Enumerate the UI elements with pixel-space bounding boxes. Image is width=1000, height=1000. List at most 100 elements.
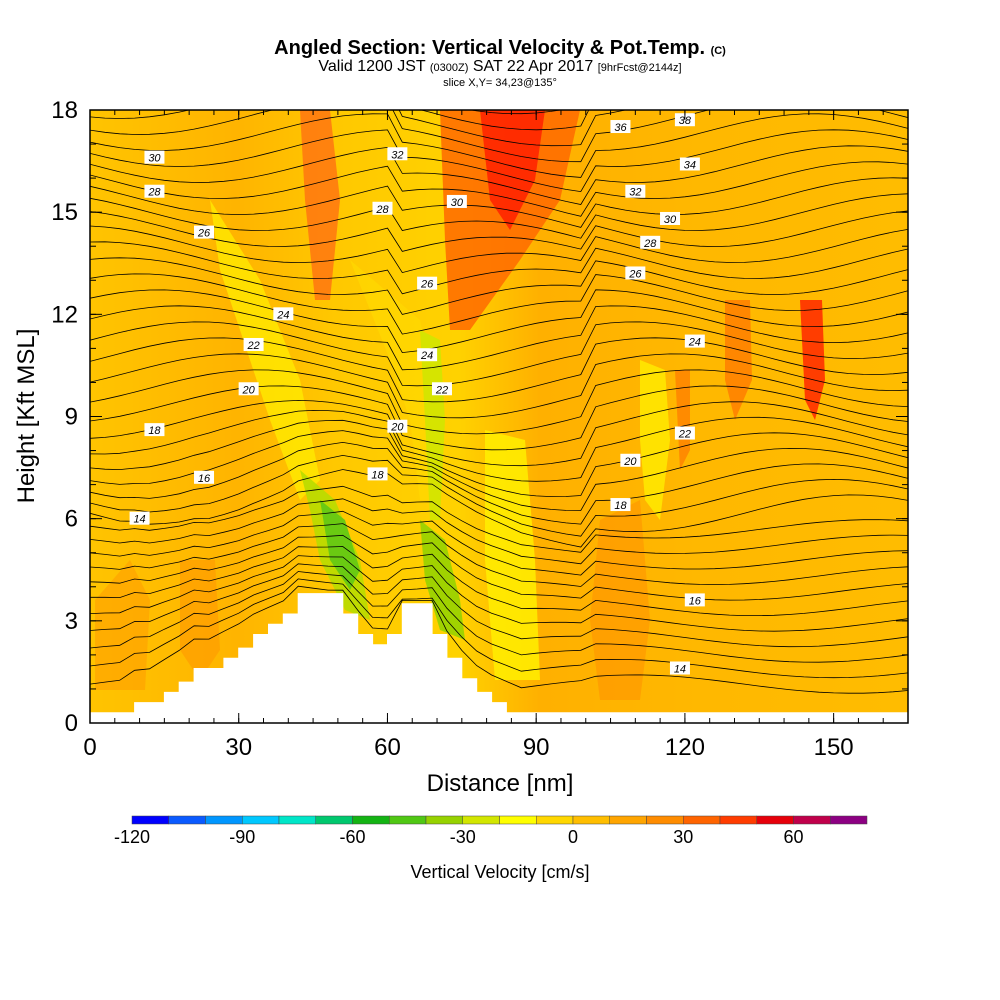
contour-label-text: 16 [198, 473, 211, 485]
colorbar-swatch [609, 815, 647, 825]
y-tick-label: 15 [51, 199, 78, 226]
colorbar-swatch [830, 815, 868, 825]
downdraft-zone [350, 260, 440, 500]
theta-contour-line [90, 419, 908, 498]
slice-info: slice X,Y= 34,23@135° [443, 77, 557, 89]
contour-label: 18 [610, 498, 631, 512]
colorbar-swatch [278, 815, 316, 825]
theta-contour-line [90, 369, 908, 435]
contour-label-box [610, 498, 631, 512]
x-tick-label: 150 [814, 734, 854, 761]
x-tick-label: 60 [374, 734, 401, 761]
contour-label: 22 [431, 382, 452, 396]
contour-label-box [640, 235, 661, 249]
colorbar-tick-label: 30 [673, 827, 693, 847]
theta-contours [90, 110, 908, 694]
contour-label-box [679, 157, 700, 171]
contour-label-text: 18 [371, 469, 384, 481]
theta-contour-line [90, 113, 908, 178]
colorbar-swatch [719, 815, 757, 825]
theta-contour-line [90, 510, 908, 576]
colorbar-swatch [168, 815, 206, 825]
theta-contour-line [90, 353, 908, 419]
contour-label-text: 22 [678, 429, 691, 441]
theta-contour-line [90, 563, 908, 648]
contour-label-text: 18 [614, 500, 627, 512]
contour-label: 28 [144, 184, 165, 199]
strong-updraft-zone [800, 300, 825, 420]
theta-contour-line [90, 241, 908, 295]
contour-label: 20 [387, 419, 408, 434]
contour-label-box [660, 211, 681, 225]
contour-label-text: 32 [629, 187, 641, 199]
contour-label-text: 32 [391, 149, 403, 161]
contour-label-text: 28 [375, 204, 389, 216]
valid-date: SAT 22 Apr 2017 [472, 58, 594, 75]
contour-label-box [431, 382, 452, 396]
theta-contour-line [90, 273, 908, 335]
contour-label-box [446, 194, 467, 208]
contour-label-box [669, 661, 690, 675]
theta-contour-line [90, 385, 908, 451]
theta-contour-line [90, 110, 628, 147]
colorbar-tick-label: 0 [568, 827, 578, 847]
colorbar-swatch [205, 815, 243, 825]
contour-label-text: 24 [688, 337, 701, 349]
chart-title-text: Angled Section: Vertical Velocity & Pot.… [274, 37, 705, 59]
y-tick-label: 9 [65, 404, 78, 431]
theta-contour-line [90, 523, 908, 587]
contour-label: 26 [417, 276, 438, 291]
theta-contour-line [419, 110, 590, 131]
colorbar-swatch [242, 815, 280, 825]
contour-label-text: 30 [451, 197, 464, 209]
contour-label-box [129, 511, 150, 525]
contour-label-box [417, 276, 438, 290]
contour-label: 24 [684, 334, 705, 349]
contour-label: 28 [372, 201, 393, 216]
contour-label-box [684, 334, 705, 348]
theta-contour-line [90, 257, 908, 315]
theta-contour-line [90, 555, 908, 632]
theta-contour-line [90, 485, 908, 553]
contour-label: 34 [679, 157, 700, 171]
updraft-zone [300, 110, 340, 300]
theta-contour-line [90, 399, 908, 467]
utc-time: (0300Z) [429, 62, 469, 74]
theta-contour-line [90, 110, 908, 163]
theta-contour-line [468, 110, 564, 115]
theta-contour-line [90, 337, 908, 403]
colorbar-swatch [572, 815, 610, 825]
strong-downdraft-zone [420, 520, 465, 640]
contour-label-box [144, 184, 165, 198]
theta-contour-line [90, 145, 908, 205]
colorbar-swatch [462, 815, 500, 825]
contour-label-text: 28 [643, 238, 657, 250]
contour-label-text: 18 [148, 425, 161, 437]
strong-updraft-zone [480, 110, 545, 230]
theta-contour-line [90, 578, 908, 679]
theta-contour-line [90, 225, 908, 274]
colorbar-swatch [315, 815, 353, 825]
colorbar-label: Vertical Velocity [cm/s] [410, 862, 590, 882]
contour-label: 22 [243, 337, 264, 352]
contour-label-box [387, 147, 408, 161]
y-tick-label: 12 [51, 301, 78, 328]
contour-label: 18 [144, 423, 165, 437]
contour-label-text: 38 [679, 115, 692, 127]
contour-label: 26 [625, 266, 646, 280]
contour-label: 32 [387, 147, 408, 161]
x-axis-label: Distance [nm] [427, 770, 574, 797]
colorbar-swatch [793, 815, 831, 825]
y-tick-label: 18 [51, 97, 78, 124]
colorbar-swatch [352, 815, 390, 825]
terrain [89, 593, 909, 726]
theta-contour-line [90, 177, 908, 228]
contour-label-text: 34 [684, 159, 696, 171]
contour-label-text: 14 [674, 664, 686, 676]
colorbar-swatch [131, 815, 169, 825]
colorbar-swatch [756, 815, 794, 825]
contour-label: 18 [367, 467, 388, 481]
contour-label-text: 20 [390, 422, 404, 434]
theta-contour-line [90, 430, 908, 511]
contour-label-box [144, 423, 165, 437]
